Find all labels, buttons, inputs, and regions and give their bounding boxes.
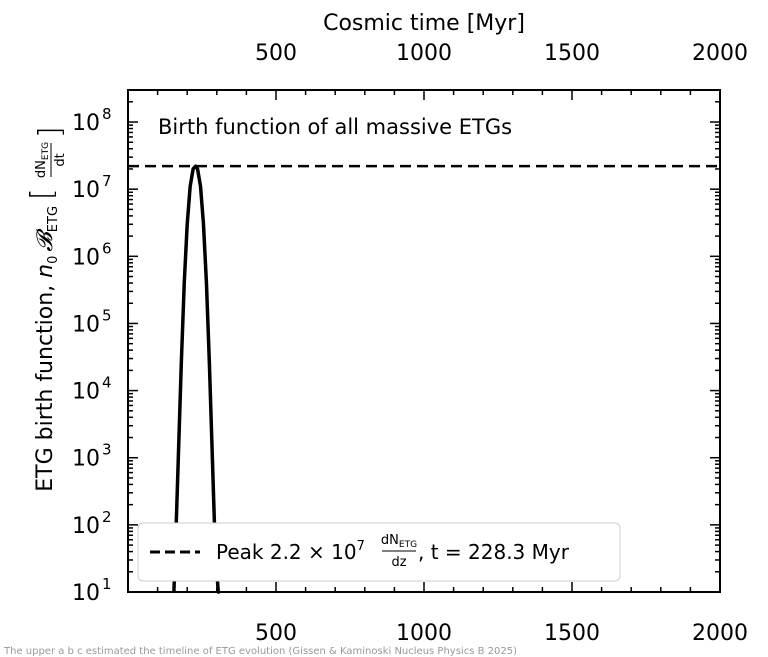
y-tick-label: 10 [72,447,100,472]
x-tick-label-bottom: 1500 [544,621,600,646]
legend-exp: 7 [357,539,365,554]
legend-label-suffix: , t = 228.3 Myr [418,540,570,564]
y-tick-label: 10 [72,581,100,606]
legend: Peak 2.2 × 107 dNETG dz , t = 228.3 Myr [137,522,621,582]
birth-function-curve [172,164,221,594]
y-tick-label-exp: 6 [102,239,112,257]
y-tick-label-exp: 3 [102,441,112,459]
chart-inner-title: Birth function of all massive ETGs [158,115,512,139]
svg-text:dNETG: dNETG [34,142,51,178]
y-axis-label-main: ETG birth function, [33,278,58,492]
data-series [128,164,720,594]
x-tick-label-top: 2000 [692,41,748,66]
y-tick-label-exp: 4 [102,374,112,392]
y-tick-label-exp: 5 [102,306,112,324]
x-tick-label-bottom: 500 [255,621,297,646]
legend-frac-num: dNETG [381,533,417,550]
y-fraction-num: dN [34,160,49,178]
y-axis-label-n: n [33,264,58,278]
y-tick-label: 10 [72,514,100,539]
axis-ticks [128,89,721,593]
y-tick-label-exp: 7 [102,172,112,190]
x-tick-label-top: 500 [255,41,297,66]
x-tick-label-top: 1000 [396,41,452,66]
y-axis-bracket-open: [ [25,188,60,200]
figure-caption: The upper a b c estimated the timeline o… [4,646,517,657]
y-tick-label-exp: 8 [102,105,112,123]
y-tick-label-exp: 1 [102,575,112,593]
y-fraction-den: dt [53,153,68,166]
x-tick-label-top: 1500 [544,41,600,66]
y-axis-label-b-sub: ETG [46,206,61,232]
y-fraction-num-sub: ETG [41,142,51,160]
y-tick-label-exp: 2 [102,508,112,526]
y-tick-label: 10 [72,245,100,270]
y-axis-label-n-sub: 0 [46,256,61,264]
legend-prefix: Peak 2.2 × 10 [216,540,357,564]
x-tick-label-bottom: 1000 [396,621,452,646]
y-axis-label: ETG birth function, n0𝓑ETG[ [25,188,61,492]
y-axis-bracket-close: ] [33,126,68,138]
y-tick-label: 10 [72,380,100,405]
y-tick-label: 10 [72,111,100,136]
x-tick-label-bottom: 2000 [692,621,748,646]
legend-label-prefix: Peak 2.2 × 107 [216,539,365,564]
top-axis-title: Cosmic time [Myr] [323,11,525,36]
y-axis-fraction: dNETG dt ] [33,126,68,178]
legend-frac-den: dz [391,555,406,570]
y-tick-label: 10 [72,178,100,203]
y-tick-label: 10 [72,312,100,337]
legend-box [137,522,621,582]
